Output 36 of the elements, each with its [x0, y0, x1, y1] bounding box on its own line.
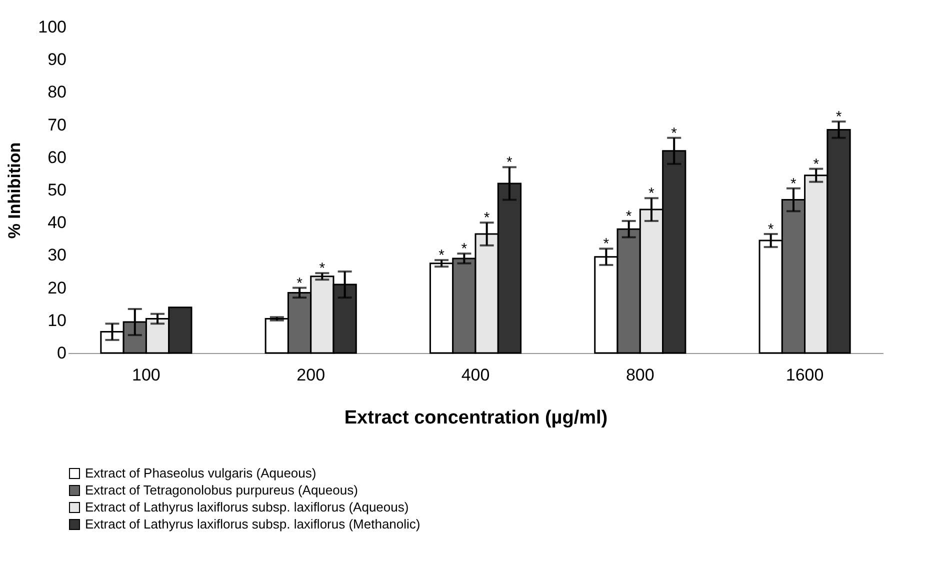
x-tick-label: 400 [461, 366, 490, 384]
legend-label: Extract of Lathyrus laxiflorus subsp. laxiflorus (Methanolic) [85, 516, 420, 532]
data-label: * [768, 221, 774, 238]
x-tick-label: 200 [296, 366, 326, 384]
x-tick-label: 100 [132, 366, 160, 384]
y-tick-label: 30 [48, 246, 66, 265]
y-tick-label: 10 [48, 310, 66, 330]
data-label: * [648, 185, 655, 202]
y-axis-title: % Inhibition [5, 142, 24, 239]
legend-label: Extract of Phaseolus vulgaris (Aqueous) [85, 466, 316, 480]
y-tick-label: 60 [48, 148, 66, 167]
legend-label: Extract of Tetragonolobus purpureus (Aqueous) [85, 482, 358, 498]
data-label: * [790, 175, 797, 192]
y-tick-label: 40 [48, 213, 66, 232]
data-label: * [813, 156, 820, 173]
x-tick-label: 800 [626, 366, 654, 384]
data-label: * [506, 154, 513, 172]
data-label: * [296, 274, 303, 292]
y-tick-label: 80 [48, 82, 66, 102]
x-axis-title: Extract concentration (µg/ml) [344, 408, 608, 428]
data-label: * [626, 208, 632, 225]
y-tick-label: 20 [48, 278, 66, 298]
data-label: * [671, 124, 678, 142]
y-tick-label: 90 [48, 50, 66, 70]
y-tick-label: 100 [38, 18, 66, 36]
x-tick-label: 1600 [786, 366, 824, 384]
data-label: * [484, 210, 490, 227]
data-label: * [836, 108, 842, 126]
y-tick-label: 70 [48, 115, 66, 134]
legend-label: Extract of Lathyrus laxiflorus subsp. laxiflorus (Aqueous) [85, 500, 409, 514]
data-label: * [319, 260, 326, 278]
data-label: * [461, 240, 468, 258]
data-label: * [603, 236, 610, 253]
y-tick-label: 0 [57, 344, 66, 362]
data-label: * [438, 247, 445, 264]
y-tick-label: 50 [48, 180, 66, 200]
